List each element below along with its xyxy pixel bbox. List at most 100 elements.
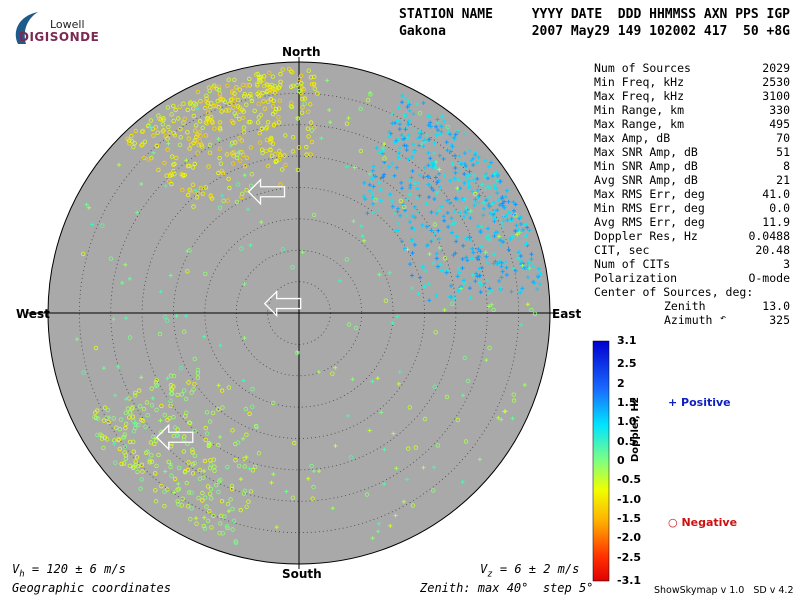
source-positive — [462, 172, 467, 177]
source-negative — [402, 204, 407, 210]
source-positive — [411, 142, 416, 147]
source-positive — [431, 261, 436, 266]
source-negative — [186, 136, 191, 141]
source-positive — [352, 165, 357, 170]
stat-value: 0.0 — [769, 201, 790, 215]
source-positive — [426, 174, 431, 179]
velocity-arrow-icon — [263, 290, 302, 318]
source-positive — [442, 307, 447, 312]
source-negative — [286, 66, 292, 72]
source-negative — [250, 386, 255, 392]
source-negative — [201, 523, 206, 529]
source-negative — [171, 168, 176, 174]
source-positive — [195, 106, 200, 111]
source-negative — [249, 96, 254, 101]
colorbar-tick-label: -0.5 — [617, 473, 642, 487]
source-negative — [154, 407, 159, 413]
source-negative — [228, 97, 234, 102]
source-negative — [433, 330, 438, 335]
source-positive — [502, 409, 507, 414]
source-negative — [154, 382, 160, 388]
source-negative — [278, 152, 283, 158]
source-positive — [471, 178, 476, 183]
source-positive — [499, 275, 504, 280]
source-positive — [417, 173, 422, 178]
source-positive — [406, 133, 411, 138]
source-negative — [168, 386, 174, 392]
source-positive — [454, 196, 459, 201]
source-positive — [431, 188, 436, 193]
source-positive — [113, 393, 118, 398]
source-positive — [511, 208, 516, 213]
source-positive — [135, 210, 140, 215]
source-negative — [147, 460, 152, 465]
source-negative — [256, 115, 261, 120]
source-negative — [283, 133, 288, 138]
source-positive — [424, 201, 429, 206]
source-positive — [400, 100, 405, 105]
source-positive — [473, 279, 478, 284]
source-negative — [140, 418, 146, 423]
source-negative — [223, 108, 229, 113]
source-negative — [133, 128, 138, 134]
source-positive — [457, 154, 462, 159]
source-positive — [489, 201, 494, 206]
source-negative — [185, 192, 191, 198]
source-positive — [395, 221, 400, 226]
source-positive — [90, 222, 95, 227]
source-negative — [241, 94, 247, 99]
source-negative — [93, 345, 99, 351]
source-negative — [217, 125, 223, 131]
source-positive — [432, 231, 437, 236]
coordinates-note: Geographic coordinates — [12, 581, 171, 595]
source-positive — [483, 250, 488, 255]
source-negative — [164, 487, 170, 492]
source-negative — [160, 122, 166, 127]
source-positive — [412, 149, 417, 154]
source-negative — [268, 96, 274, 102]
source-negative — [203, 120, 209, 125]
source-negative — [171, 103, 176, 109]
source-positive — [377, 180, 382, 185]
source-negative — [118, 417, 124, 422]
source-positive — [508, 236, 513, 241]
source-negative — [140, 129, 145, 134]
source-positive — [184, 314, 189, 319]
compass-west: West — [16, 307, 50, 321]
source-negative — [230, 161, 236, 166]
source-negative — [231, 101, 237, 107]
source-negative — [224, 152, 230, 157]
source-positive — [238, 477, 243, 482]
source-negative — [422, 416, 428, 422]
source-negative — [455, 417, 460, 423]
source-negative — [271, 123, 277, 128]
source-negative — [264, 148, 269, 154]
source-negative — [248, 489, 254, 494]
source-positive — [450, 161, 455, 166]
source-negative — [204, 504, 209, 509]
source-negative — [169, 391, 175, 396]
source-positive — [387, 134, 392, 139]
source-positive — [365, 211, 370, 216]
source-negative — [233, 140, 238, 145]
source-negative — [192, 101, 197, 106]
source-negative — [202, 458, 208, 464]
source-negative — [261, 99, 266, 104]
source-positive — [421, 175, 426, 180]
source-positive — [415, 209, 420, 214]
source-positive — [415, 136, 420, 141]
source-positive — [422, 140, 427, 145]
source-negative — [172, 476, 178, 482]
source-negative — [208, 458, 213, 463]
source-negative — [532, 311, 538, 317]
stat-value: 70 — [776, 131, 790, 145]
source-positive — [458, 285, 463, 290]
source-negative — [195, 367, 201, 373]
stat-label: Max RMS Err, deg — [594, 187, 705, 201]
source-negative — [241, 152, 246, 157]
source-positive — [202, 334, 207, 339]
source-negative — [171, 131, 177, 136]
source-positive — [440, 114, 445, 119]
source-negative — [432, 222, 438, 227]
source-positive — [248, 243, 253, 248]
